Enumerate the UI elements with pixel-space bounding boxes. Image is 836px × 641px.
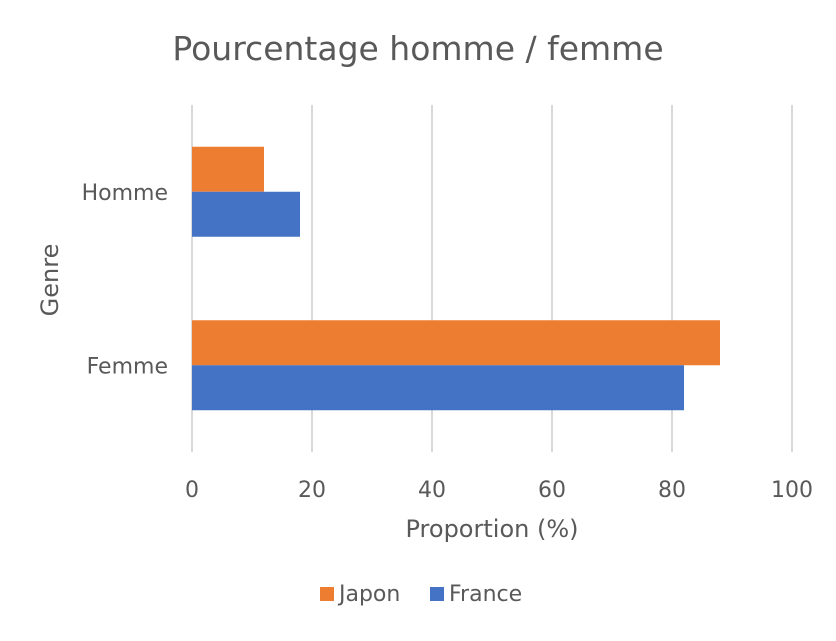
bar-japon-femme [192, 320, 720, 366]
bars [192, 146, 720, 411]
x-axis-ticks: 0 20 40 60 80 100 [185, 478, 813, 503]
bar-france-femme [192, 365, 684, 411]
y-tick-label: Femme [87, 354, 168, 379]
bar-japon-homme [192, 146, 264, 192]
x-tick-label: 80 [658, 478, 686, 503]
legend-swatch-japon [320, 587, 334, 601]
legend-label-japon: Japon [337, 582, 400, 607]
y-tick-label: Homme [82, 181, 168, 206]
legend-swatch-france [430, 587, 444, 601]
chart-title: Pourcentage homme / femme [172, 29, 663, 68]
y-axis-label: Genre [36, 244, 64, 317]
x-tick-label: 0 [185, 478, 199, 503]
x-tick-label: 40 [418, 478, 446, 503]
x-tick-label: 60 [538, 478, 566, 503]
x-tick-label: 20 [298, 478, 326, 503]
legend-label-france: France [449, 582, 522, 607]
x-axis-label: Proportion (%) [406, 515, 579, 543]
x-tick-label: 100 [771, 478, 813, 503]
y-axis-ticks: Homme Femme [82, 181, 168, 380]
bar-france-homme [192, 191, 300, 237]
legend: Japon France [320, 582, 522, 607]
